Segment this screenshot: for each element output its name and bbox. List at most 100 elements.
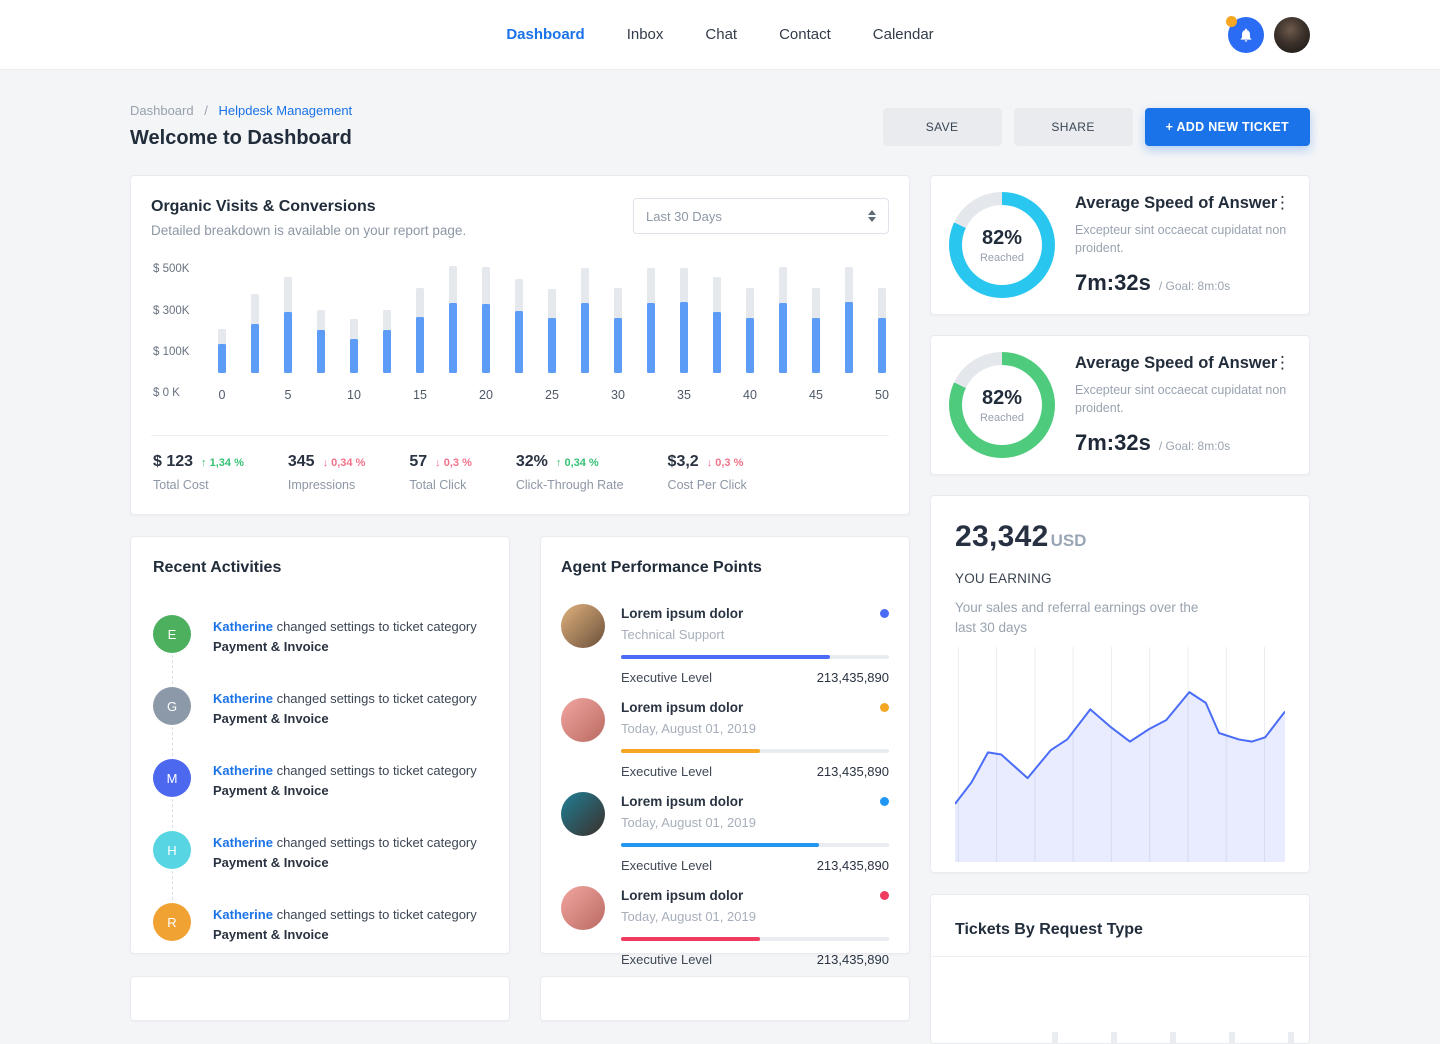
- activity-user-link[interactable]: Katherine: [213, 691, 273, 706]
- date-range-select[interactable]: Last 30 Days: [633, 198, 889, 234]
- agent-progress-bar: [621, 655, 889, 659]
- stat-value: $ 123: [153, 453, 194, 470]
- agent-body: Lorem ipsum dolor Today, August 01, 2019 E…: [621, 792, 889, 873]
- stat-label: Impressions: [287, 478, 356, 492]
- stat-value: $3,2: [667, 453, 699, 470]
- bar-total: [581, 268, 589, 373]
- add-new-ticket-button[interactable]: + ADD NEW TICKET: [1144, 107, 1310, 146]
- breadcrumb: Dashboard / Helpdesk Management: [130, 103, 352, 118]
- kebab-menu-icon[interactable]: ⋮: [1274, 353, 1291, 372]
- speed-card-desc: Excepteur sint occaecat cupidatat non pr…: [1075, 382, 1287, 415]
- notification-button[interactable]: [1226, 15, 1264, 53]
- bar-ylabel: $ 100K: [153, 346, 190, 358]
- bar-total: [284, 277, 292, 373]
- nav-item-dashboard[interactable]: Dashboard: [506, 26, 585, 43]
- bar-reached: [482, 304, 490, 373]
- speed-time-row: 7m:32s / Goal: 8m:0s: [1075, 430, 1307, 456]
- share-button[interactable]: SHARE: [1013, 107, 1133, 146]
- agent-progress-fill: [621, 843, 820, 847]
- tickets-tick: [1169, 1032, 1176, 1043]
- recent-activities-card: Recent Activities E Katherine changed set…: [130, 536, 510, 954]
- organic-card-header: Organic Visits & Conversions Detailed br…: [151, 198, 889, 238]
- agent-footer: Executive Level 213,435,890: [621, 952, 889, 967]
- speed-of-answer-card-2: 82% Reached Average Speed of Answer Exce…: [930, 335, 1310, 475]
- tickets-tick: [1051, 1032, 1058, 1043]
- bar-slot: [449, 265, 457, 373]
- bar-slot: [548, 265, 556, 373]
- agent-level-label: Executive Level: [621, 952, 713, 967]
- agent-status-dot: [880, 609, 889, 618]
- bar-slot: [383, 265, 391, 373]
- bar-reached: [218, 343, 226, 373]
- bar-total: [713, 277, 721, 373]
- left-column: Organic Visits & Conversions Detailed br…: [130, 175, 910, 1044]
- agent-performance-card: Agent Performance Points Lorem ipsum dol…: [540, 536, 910, 967]
- bar-total: [812, 287, 820, 373]
- breadcrumb-root[interactable]: Dashboard: [130, 103, 194, 118]
- bar-slot: [713, 265, 721, 373]
- stat-value: 345: [287, 453, 315, 470]
- donut-hole: 82% Reached: [962, 205, 1042, 285]
- kebab-menu-icon[interactable]: ⋮: [1274, 193, 1291, 212]
- bar-total: [218, 329, 226, 373]
- tickets-chart-ticks: [1051, 1032, 1294, 1043]
- earnings-amount-row: 23,342 USD: [955, 520, 1285, 554]
- earnings-amount: 23,342: [955, 520, 1049, 553]
- activity-text: Katherine changed settings to ticket cat…: [213, 687, 477, 728]
- activity-text: Katherine changed settings to ticket cat…: [213, 831, 477, 872]
- donut-percent: 82%: [981, 386, 1023, 409]
- top-nav: Dashboard Inbox Chat Contact Calendar: [506, 0, 933, 69]
- activity-user-link[interactable]: Katherine: [213, 619, 273, 634]
- activity-user-link[interactable]: Katherine: [213, 835, 273, 850]
- agent-body: Lorem ipsum dolor Technical Support Execut…: [621, 604, 889, 685]
- activity-user-link[interactable]: Katherine: [213, 907, 273, 922]
- organic-card-subtitle: Detailed breakdown is available on your …: [151, 223, 467, 238]
- activity-text: Katherine changed settings to ticket cat…: [213, 615, 477, 656]
- bar-xlabel: [449, 388, 457, 402]
- bar-xlabel: 45: [809, 388, 823, 402]
- bar-xlabel: [383, 388, 391, 402]
- nav-item-inbox[interactable]: Inbox: [626, 26, 664, 43]
- bar-ylabel: $ 0 K: [153, 387, 180, 399]
- breadcrumb-current[interactable]: Helpdesk Management: [218, 103, 353, 118]
- activity-target: Payment & Invoice: [213, 854, 329, 870]
- user-avatar[interactable]: [1274, 16, 1310, 53]
- stats-divider: [151, 435, 889, 436]
- bar-slot: [878, 265, 886, 373]
- select-updown-icon: [868, 210, 876, 222]
- agent-body: Lorem ipsum dolor Today, August 01, 2019 E…: [621, 886, 889, 967]
- tickets-card-title: Tickets By Request Type: [955, 921, 1143, 938]
- bar-reached: [845, 302, 853, 373]
- stat-delta-down-arrow: ↓ 0,3 %: [435, 457, 472, 469]
- bar-total: [680, 268, 688, 373]
- bar-slot: [680, 265, 688, 373]
- stat-total-cost: $ 123 ↑ 1,34 % Total Cost: [153, 453, 244, 492]
- donut-gauge-green: 82% Reached: [949, 352, 1055, 458]
- save-button[interactable]: SAVE: [882, 107, 1002, 146]
- speed-card-title: Average Speed of Answer: [1075, 193, 1278, 212]
- activity-item: G Katherine changed settings to ticket ca…: [153, 687, 487, 759]
- bar-slot: [515, 265, 523, 373]
- earnings-desc: Your sales and referral earnings over th…: [955, 600, 1199, 635]
- topbar-right: [1226, 15, 1310, 53]
- agent-subtitle: Today, August 01, 2019: [621, 815, 756, 830]
- activity-avatar: E: [153, 615, 191, 653]
- activity-user-link[interactable]: Katherine: [213, 763, 273, 778]
- stat-label: Total Cost: [153, 478, 209, 492]
- donut-hole: 82% Reached: [962, 365, 1042, 445]
- agent-points-value: 213,435,890: [816, 764, 889, 779]
- nav-item-contact[interactable]: Contact: [779, 26, 831, 43]
- agent-level-label: Executive Level: [621, 764, 713, 779]
- bar-total: [845, 267, 853, 373]
- nav-item-chat[interactable]: Chat: [705, 26, 738, 43]
- nav-item-calendar[interactable]: Calendar: [872, 26, 934, 43]
- stat-delta-up-arrow: ↑ 1,34 %: [201, 457, 244, 469]
- tickets-tick: [1287, 1032, 1294, 1043]
- agent-progress-bar: [621, 749, 889, 753]
- agent-row: Lorem ipsum dolor Today, August 01, 2019 E…: [561, 886, 889, 967]
- stat-top: 345 ↓ 0,34 %: [288, 453, 366, 471]
- activity-item: M Katherine changed settings to ticket ca…: [153, 759, 487, 831]
- split-row: Recent Activities E Katherine changed set…: [130, 536, 910, 967]
- activity-avatar: H: [153, 831, 191, 869]
- bar-slot: [746, 265, 754, 373]
